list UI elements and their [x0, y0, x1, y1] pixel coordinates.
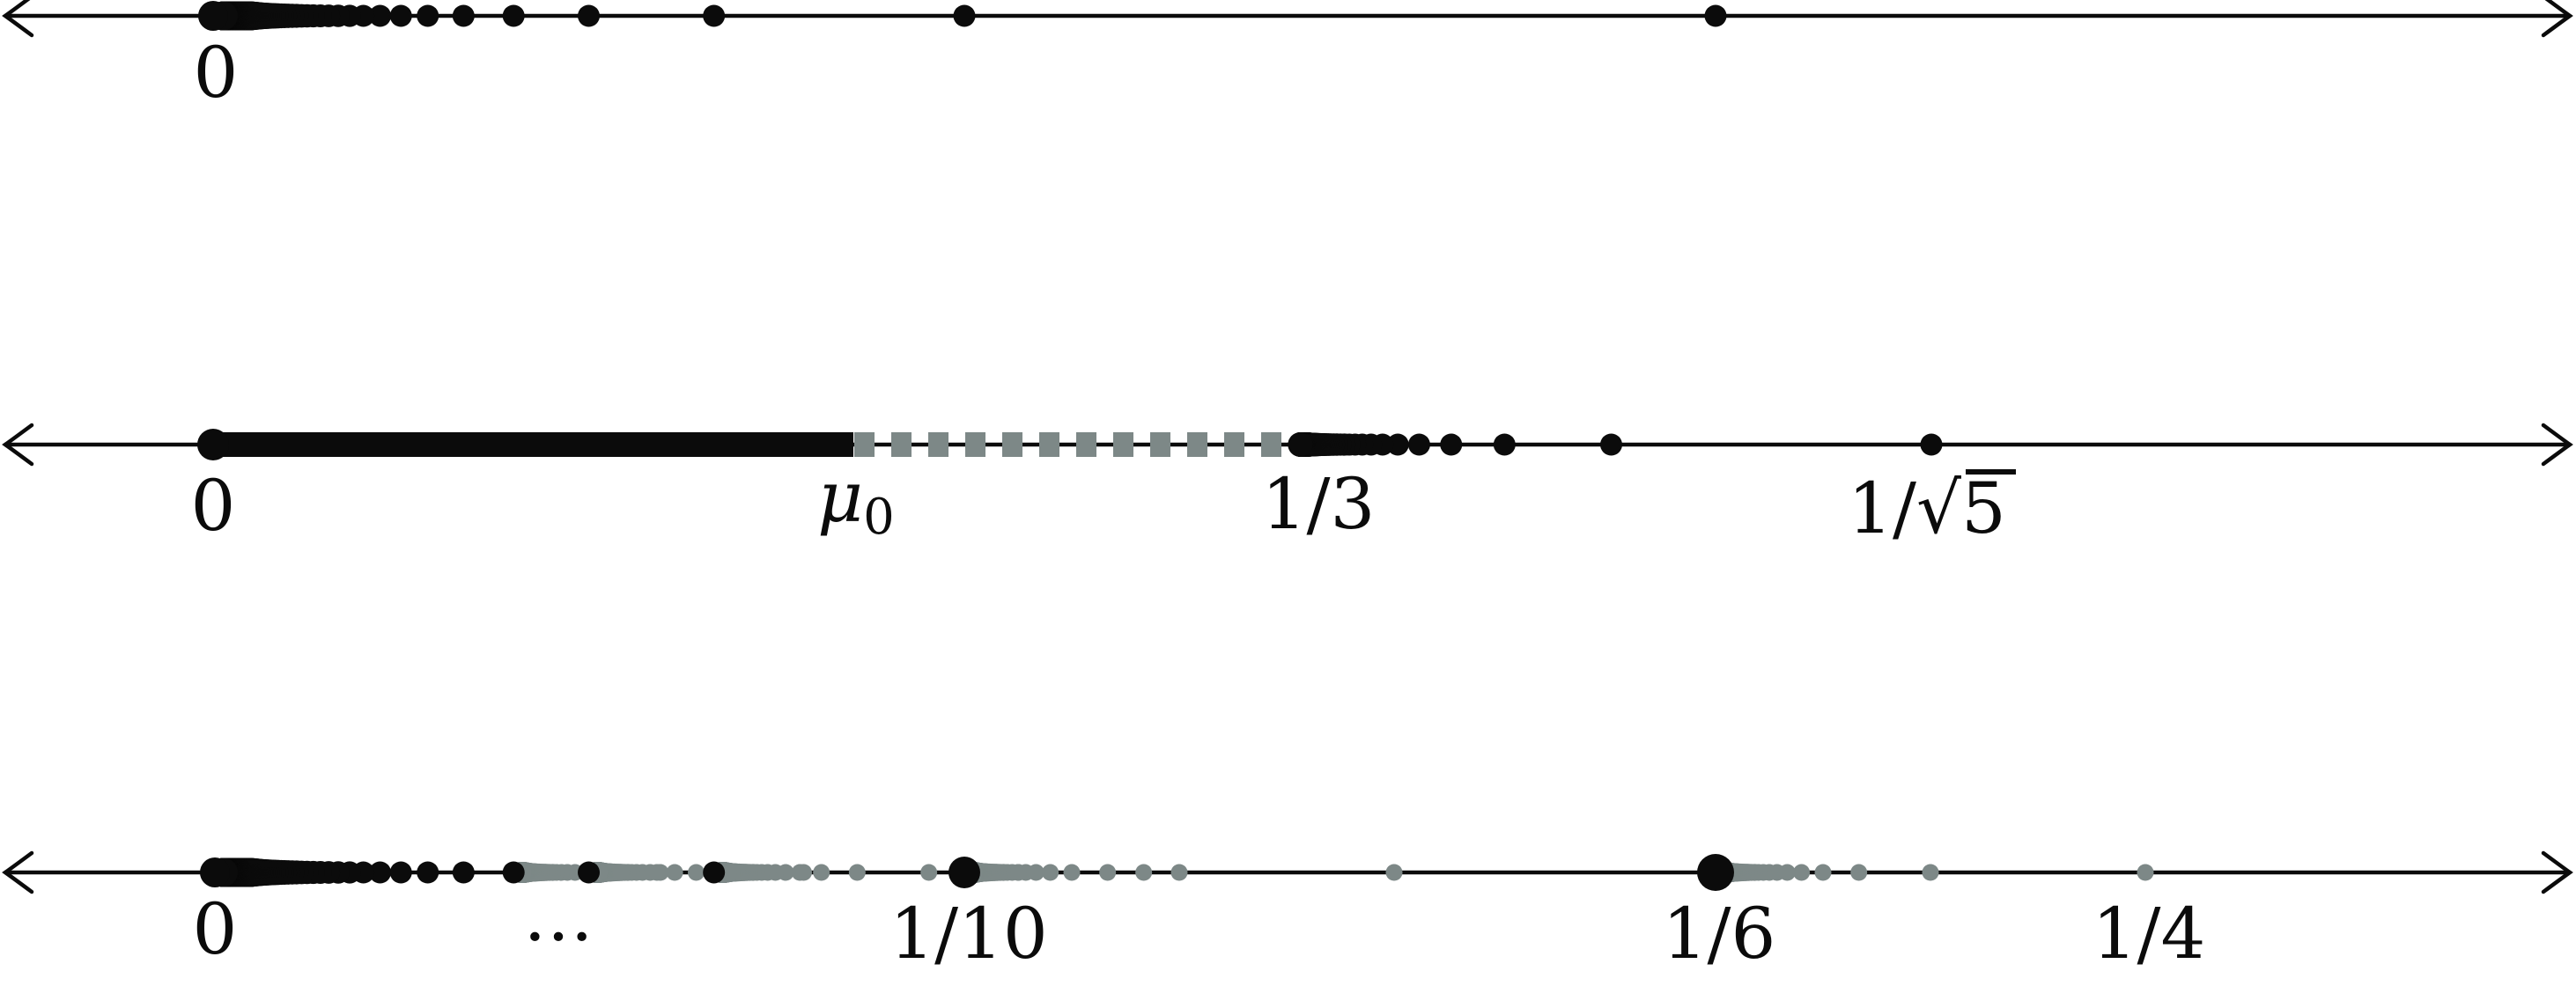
right-arrowhead-icon [2541, 0, 2573, 38]
black-dot [389, 4, 412, 27]
label-one-tenth: 1/10 [889, 893, 1048, 975]
gray-dot [813, 864, 830, 881]
gray-dot [666, 864, 683, 881]
black-dot [1440, 433, 1463, 456]
gray-dash [1261, 432, 1281, 457]
label-zero: 0 [194, 32, 239, 114]
left-arrowhead-icon [2, 850, 34, 894]
label-zero: 0 [191, 465, 236, 547]
gray-dot [1793, 864, 1811, 881]
gray-dash [1002, 432, 1022, 457]
number-line-middle: 0 μ0 1/3 1/√5 [2, 423, 2573, 549]
black-dot [578, 861, 600, 884]
black-point-sequence [1288, 432, 1943, 457]
black-dot [452, 861, 475, 884]
left-arrowhead-icon [2, 0, 34, 38]
gray-dot [720, 864, 737, 881]
black-dot [369, 861, 392, 884]
origin-dot [197, 429, 229, 460]
gray-dot [848, 864, 866, 881]
black-dot [417, 4, 439, 27]
black-dot [948, 857, 980, 888]
solid-interval-bar [213, 432, 853, 457]
black-dot [1288, 432, 1313, 457]
gray-dot [1814, 864, 1832, 881]
black-dot [369, 4, 392, 27]
label-one-quarter: 1/4 [2093, 893, 2206, 975]
black-dot [502, 4, 525, 27]
origin-dot [200, 857, 230, 887]
black-dot [502, 861, 525, 884]
black-dot [1493, 433, 1516, 456]
black-dot [1697, 854, 1734, 891]
gray-dash [1039, 432, 1059, 457]
gray-dot [1170, 864, 1188, 881]
radical-overline [1966, 469, 2016, 475]
label-zero: 0 [193, 888, 238, 970]
label-ellipsis: … [523, 875, 594, 957]
gray-dash [1113, 432, 1133, 457]
gray-dot [795, 864, 812, 881]
gray-dash [928, 432, 948, 457]
gray-dot [612, 864, 630, 881]
gray-dot [1385, 864, 1403, 881]
gray-dash [1224, 432, 1244, 457]
origin-dot [198, 1, 228, 31]
gray-dot [688, 864, 705, 881]
gray-dash [891, 432, 912, 457]
number-line-top: 0 [2, 0, 2573, 114]
label-one-over-sqrt5: 1/√5 [1848, 467, 2006, 549]
black-dot [578, 4, 600, 27]
gray-dash [1076, 432, 1096, 457]
gray-dot [648, 864, 666, 881]
gray-dash [1150, 432, 1170, 457]
black-dot [953, 4, 976, 27]
gray-dot [920, 864, 938, 881]
gray-dot [1135, 864, 1153, 881]
black-dot [452, 4, 475, 27]
gray-dash [965, 432, 985, 457]
label-one-third: 1/3 [1262, 463, 1376, 545]
right-arrowhead-icon [2541, 850, 2573, 894]
gray-dot [1063, 864, 1081, 881]
gray-dot [1922, 864, 1939, 881]
gray-dot [1042, 864, 1059, 881]
left-arrowhead-icon [2, 423, 34, 467]
gray-dot [1850, 864, 1868, 881]
label-one-sixth: 1/6 [1663, 893, 1776, 975]
black-dot [703, 861, 726, 884]
black-dot [1704, 4, 1727, 27]
black-dot [1407, 433, 1430, 456]
black-dot [1920, 433, 1943, 456]
black-dot [1600, 433, 1622, 456]
number-line-bottom: 0 … 1/10 1/6 1/4 [2, 850, 2573, 975]
gray-dash [854, 432, 875, 457]
black-dot [417, 861, 439, 884]
gray-dot [1099, 864, 1117, 881]
dashed-interval [854, 432, 1281, 457]
black-dot [703, 4, 726, 27]
black-dot [389, 861, 412, 884]
right-arrowhead-icon [2541, 423, 2573, 467]
gray-dot [1010, 864, 1027, 881]
gray-dash [1187, 432, 1207, 457]
label-mu0: μ0 [817, 456, 895, 546]
black-dot [1386, 433, 1409, 456]
gray-dot [2137, 864, 2154, 881]
